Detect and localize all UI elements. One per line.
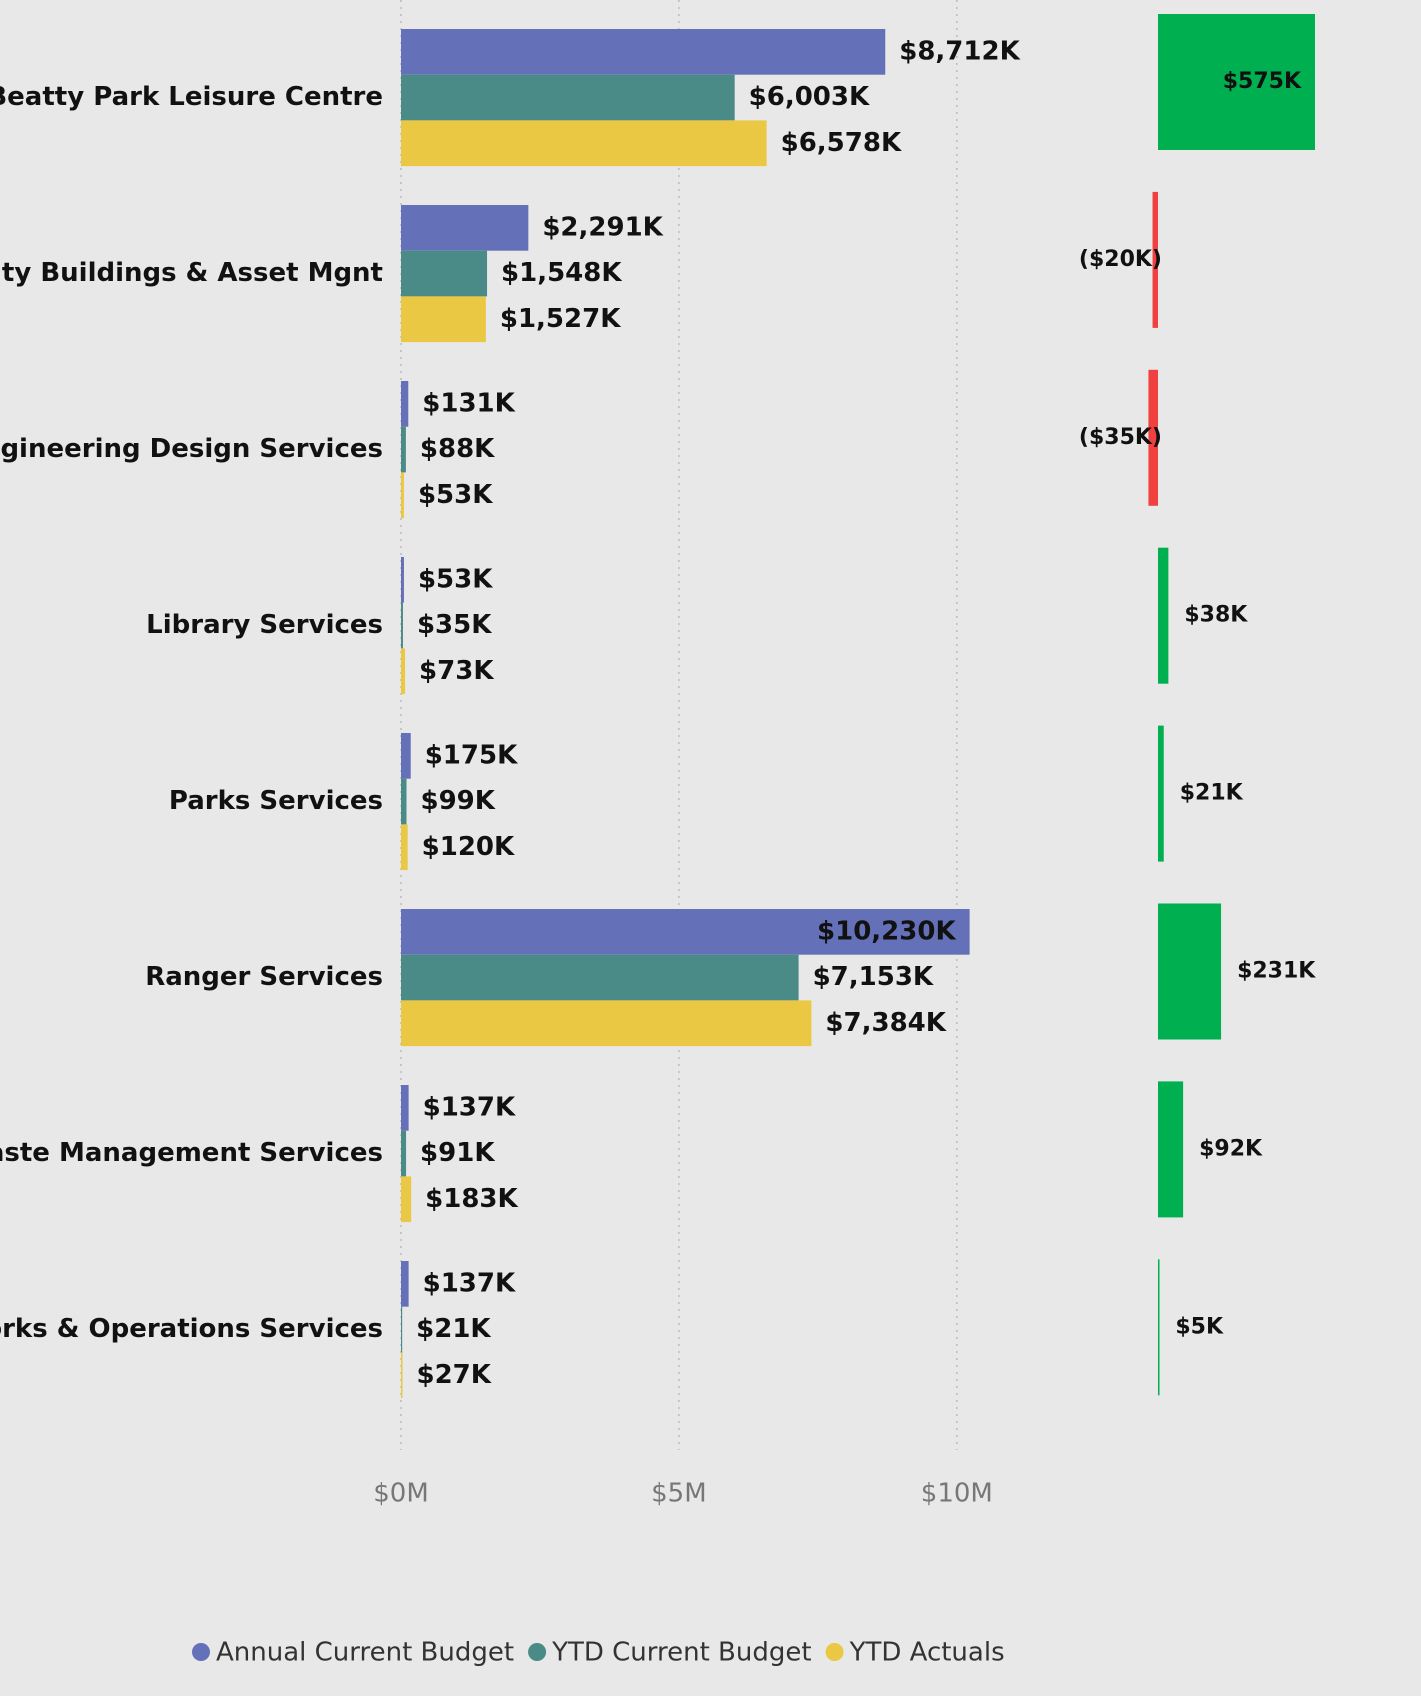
data-label: $1,527K (500, 304, 621, 334)
x-tick-label: $10M (921, 1479, 993, 1509)
category-label: Works & Operations Services (0, 1314, 383, 1344)
data-label: $27K (417, 1360, 492, 1390)
x-tick-label: $0M (373, 1479, 429, 1509)
variance-label: $5K (1175, 1314, 1224, 1339)
data-label: $8,712K (899, 36, 1020, 66)
legend-marker (192, 1643, 210, 1661)
data-label: $2,291K (542, 212, 663, 242)
bar (401, 381, 409, 427)
legend-marker (825, 1643, 844, 1661)
data-label: $183K (425, 1184, 518, 1214)
bar (401, 778, 407, 825)
data-label: $91K (420, 1138, 495, 1168)
variance-bar (1158, 1081, 1184, 1218)
data-label: $73K (419, 656, 494, 686)
data-label: $53K (418, 480, 493, 510)
variance-label: $21K (1180, 781, 1244, 806)
variance-label: ($20K) (1079, 247, 1162, 272)
variance-label: ($35K) (1079, 425, 1162, 450)
bar (401, 1261, 409, 1307)
variance-bar (1158, 547, 1169, 684)
data-label: $137K (423, 1092, 516, 1122)
bar (401, 426, 406, 473)
bar (401, 1085, 409, 1131)
data-label: $21K (416, 1314, 491, 1344)
data-label: $1,548K (501, 258, 622, 288)
bar (401, 648, 406, 695)
data-label: $35K (417, 610, 492, 640)
variance-bar (1148, 369, 1158, 506)
variance-bar (1158, 903, 1222, 1040)
data-label: $137K (423, 1268, 516, 1298)
bar (401, 824, 408, 871)
variance-bar (1158, 14, 1315, 150)
data-label: $10,230K (817, 916, 956, 946)
legend-label: YTD Current Budget (551, 1638, 811, 1668)
variance-label: $231K (1237, 959, 1316, 984)
variance-bar (1152, 191, 1158, 328)
data-label: $88K (420, 434, 495, 464)
data-label: $6,578K (781, 128, 902, 158)
bar (401, 74, 735, 121)
bar (401, 472, 404, 519)
variance-label: $575K (1223, 69, 1302, 94)
bar (401, 120, 767, 167)
bar (401, 733, 411, 779)
category-label: City Buildings & Asset Mgnt (0, 258, 383, 288)
bar (401, 1306, 403, 1353)
category-label: Parks Services (169, 786, 383, 816)
legend-marker (528, 1643, 547, 1661)
bar (401, 1176, 412, 1223)
data-label: $7,384K (825, 1008, 946, 1038)
bar (401, 29, 886, 75)
variance-bar (1158, 1259, 1160, 1396)
bar (401, 602, 403, 649)
bar (401, 205, 529, 251)
data-label: $175K (425, 740, 518, 770)
bar (401, 557, 404, 603)
data-label: $6,003K (749, 82, 870, 112)
bar (401, 1352, 403, 1399)
bar (401, 1130, 407, 1177)
bar (401, 954, 799, 1001)
category-label: Ranger Services (145, 962, 383, 992)
variance-label: $92K (1199, 1136, 1263, 1161)
legend-label: Annual Current Budget (216, 1638, 514, 1668)
legend-label: YTD Actuals (849, 1638, 1005, 1668)
data-label: $53K (418, 564, 493, 594)
data-label: $99K (421, 786, 496, 816)
variance-bar (1158, 725, 1164, 862)
bar (401, 1000, 812, 1047)
bar (401, 909, 970, 955)
bar (401, 250, 488, 297)
category-label: Engineering Design Services (0, 434, 383, 464)
data-label: $120K (422, 832, 515, 862)
category-label: Library Services (146, 610, 383, 640)
bar (401, 296, 486, 343)
variance-label: $38K (1184, 603, 1248, 628)
data-label: $131K (422, 388, 515, 418)
data-label: $7,153K (813, 962, 934, 992)
category-label: Waste Management Services (0, 1138, 383, 1168)
category-label: Beatty Park Leisure Centre (0, 82, 383, 112)
x-tick-label: $5M (651, 1479, 707, 1509)
